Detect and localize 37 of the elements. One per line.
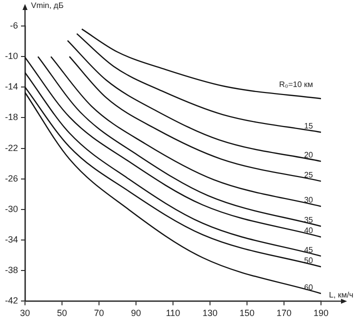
series-label: 40 [304,226,314,236]
x-tick-label: 130 [202,308,218,318]
x-tick-label: 50 [57,308,68,318]
line-series [66,40,321,162]
line-series [76,33,321,133]
series-label: 15 [304,121,314,130]
y-tick-label: -6 [10,20,18,30]
y-tick-label: -26 [4,173,18,184]
line-series [25,92,321,294]
y-axis-title: Vmin, дБ [31,1,64,10]
y-tick-label: -14 [4,82,18,92]
series-label: 50 [304,256,314,266]
x-tick-label: 170 [276,308,292,318]
line-series [68,56,321,182]
y-tick-label: -34 [4,234,18,245]
x-tick-label: 190 [313,308,329,318]
x-tick-label: 70 [94,308,104,318]
series-label: 60 [304,282,314,292]
y-tick-label: -22 [4,142,18,153]
y-tick-label: -38 [4,265,18,276]
series-label: 45 [304,245,314,254]
series-label: 25 [304,170,314,180]
x-axis-title: L, км/ч [329,290,354,300]
series-label: 35 [304,215,314,224]
x-tick-label: 150 [239,308,255,318]
line-series [81,28,321,100]
x-tick-label: 90 [130,308,142,318]
y-tick-label: -18 [4,112,18,122]
series-label: 30 [304,196,314,205]
y-tick-label: -10 [4,51,18,62]
series-label: 20 [304,150,314,160]
x-tick-label: 110 [166,308,180,318]
line-series [50,56,321,208]
y-tick-label: -42 [4,296,18,306]
x-tick-label: 30 [20,308,30,318]
y-tick-label: -30 [4,204,18,214]
series-label: R₀=10 км [279,80,313,89]
